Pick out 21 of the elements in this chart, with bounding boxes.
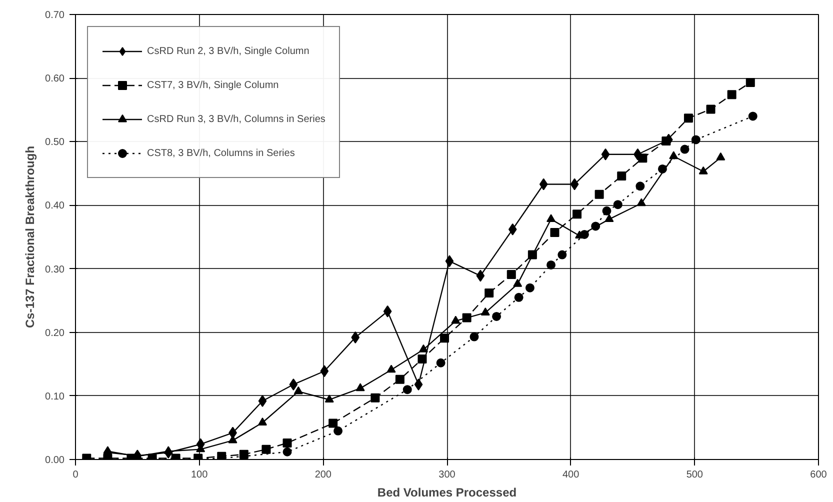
y-axis-title: Cs-137 Fractional Breakthrough bbox=[23, 146, 38, 328]
legend-label: CST7, 3 BV/h, Single Column bbox=[147, 80, 279, 90]
y-tick-label: 0.30 bbox=[45, 264, 65, 276]
x-tick-label: 200 bbox=[314, 470, 332, 480]
x-tick-label: 500 bbox=[686, 470, 704, 480]
legend-label: CST8, 3 BV/h, Columns in Series bbox=[147, 148, 295, 158]
y-tick-label: 0.70 bbox=[45, 10, 65, 21]
x-tick-label: 0 bbox=[72, 470, 79, 480]
x-tick-label: 600 bbox=[810, 470, 828, 480]
y-tick-label: 0.60 bbox=[45, 74, 65, 85]
legend-label: CsRD Run 2, 3 BV/h, Single Column bbox=[147, 46, 310, 56]
legend-label: CsRD Run 3, 3 BV/h, Columns in Series bbox=[147, 114, 326, 124]
y-tick-label: 0.20 bbox=[45, 328, 65, 339]
y-tick-label: 0.00 bbox=[45, 455, 65, 466]
y-tick-label: 0.40 bbox=[45, 200, 65, 212]
x-tick-label: 400 bbox=[562, 470, 580, 480]
y-tick-label: 0.50 bbox=[45, 137, 65, 148]
y-tick-label: 0.10 bbox=[45, 391, 65, 402]
x-tick-label: 100 bbox=[190, 470, 208, 480]
x-tick-label: 300 bbox=[438, 470, 456, 480]
x-axis-title: Bed Volumes Processed bbox=[377, 486, 517, 500]
